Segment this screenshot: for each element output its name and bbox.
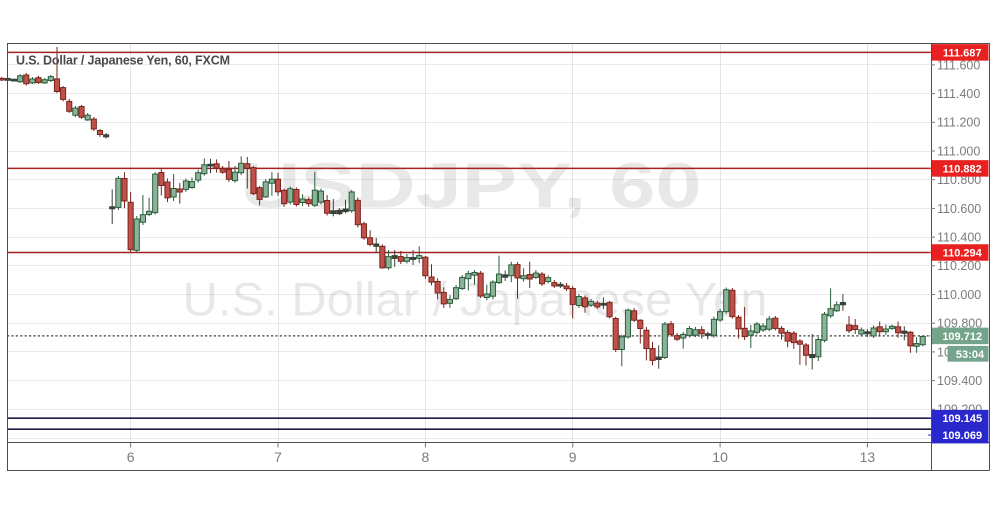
svg-text:109.400: 109.400	[937, 374, 982, 388]
svg-text:111.687: 111.687	[943, 47, 982, 59]
svg-text:109.145: 109.145	[942, 413, 982, 425]
svg-text:53:04: 53:04	[956, 349, 985, 361]
svg-text:111.600: 111.600	[937, 58, 980, 72]
svg-text:110.882: 110.882	[943, 163, 982, 175]
svg-text:111.000: 111.000	[937, 144, 980, 158]
svg-text:111.400: 111.400	[937, 87, 980, 101]
svg-text:9: 9	[569, 449, 577, 465]
svg-text:7: 7	[274, 449, 282, 465]
svg-text:110.000: 110.000	[937, 288, 981, 302]
svg-text:U.S. Dollar / Japanese Yen, 60: U.S. Dollar / Japanese Yen, 60, FXCM	[16, 54, 230, 68]
svg-text:110.200: 110.200	[937, 259, 981, 273]
svg-text:6: 6	[127, 449, 135, 465]
svg-text:110.294: 110.294	[943, 248, 983, 260]
svg-text:13: 13	[860, 449, 876, 465]
svg-text:110.600: 110.600	[937, 202, 981, 216]
svg-text:10: 10	[712, 449, 728, 465]
svg-text:USDJPY, 60: USDJPY, 60	[241, 150, 702, 222]
svg-text:110.400: 110.400	[937, 231, 981, 245]
svg-text:8: 8	[422, 449, 430, 465]
svg-text:109.800: 109.800	[937, 317, 982, 331]
svg-text:111.200: 111.200	[937, 116, 980, 130]
svg-text:109.069: 109.069	[942, 430, 982, 442]
svg-text:109.712: 109.712	[942, 331, 982, 343]
